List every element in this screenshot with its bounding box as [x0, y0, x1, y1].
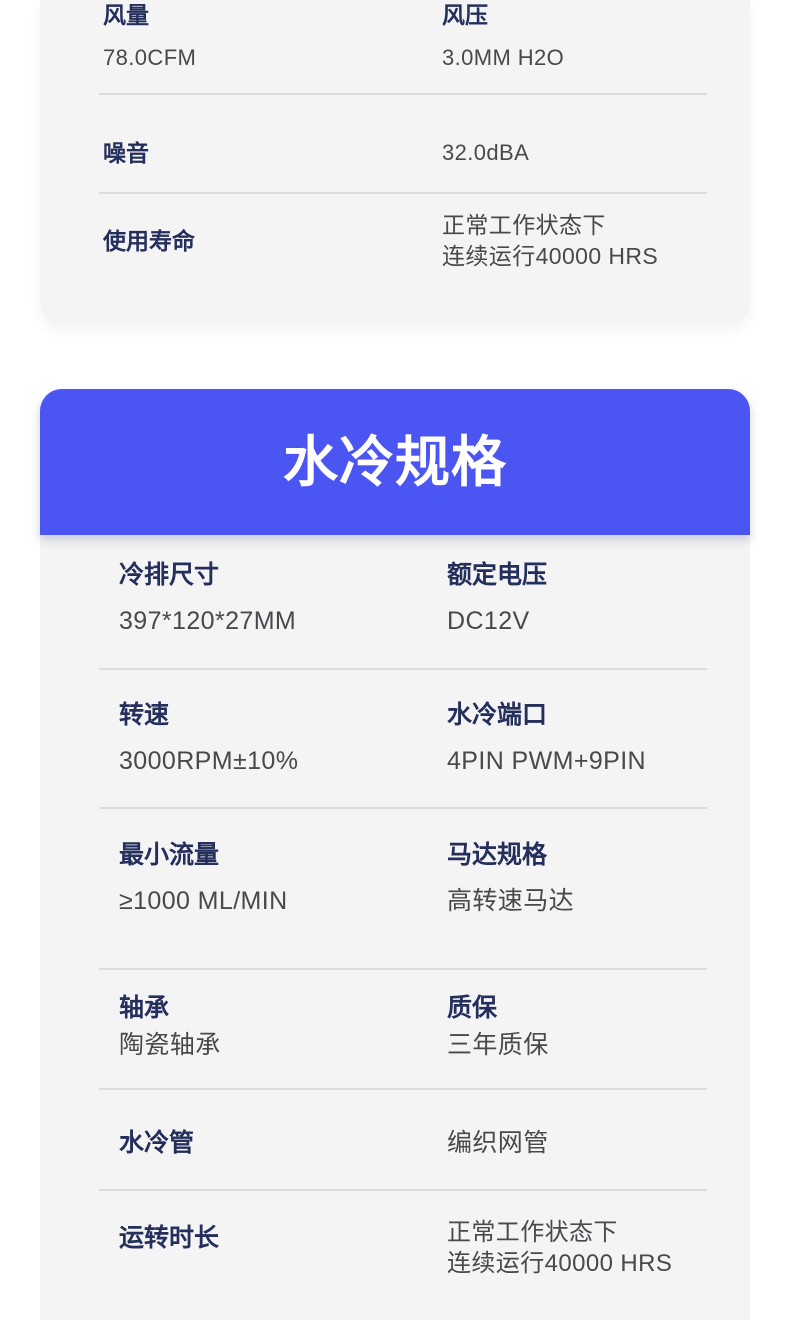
row-divider [99, 1189, 707, 1191]
pressure-label: 风压 [442, 2, 488, 28]
noise-label: 噪音 [103, 140, 149, 166]
row-noise: 噪音 32.0dBA [40, 95, 750, 192]
warranty-value: 三年质保 [447, 1031, 549, 1059]
pressure-cell: 风压 3.0MM H2O [442, 0, 750, 93]
runtime-value-line2: 连续运行40000 HRS [447, 1250, 673, 1277]
row-bearing-warranty: 轴承 陶瓷轴承 质保 三年质保 [40, 970, 750, 1088]
row-runtime: 运转时长 正常工作状态下 连续运行40000 HRS [40, 1191, 750, 1320]
warranty-cell: 质保 三年质保 [447, 992, 750, 1088]
tube-label: 水冷管 [119, 1129, 195, 1157]
radiator-size-label: 冷排尺寸 [119, 561, 220, 589]
fan-speed-cell: 转速 3000RPM±10% [119, 699, 447, 807]
row-speed-port: 转速 3000RPM±10% 水冷端口 4PIN PWM+9PIN [40, 670, 750, 807]
radiator-size-cell: 冷排尺寸 397*120*27MM [119, 559, 447, 668]
bearing-cell: 轴承 陶瓷轴承 [119, 992, 447, 1088]
runtime-label: 运转时长 [119, 1224, 220, 1252]
cooling-specs-table: 冷排尺寸 397*120*27MM 额定电压 DC12V 转速 3000RPM±… [40, 535, 750, 1320]
row-divider [99, 668, 707, 670]
airflow-value: 78.0CFM [103, 45, 197, 70]
cooling-port-label: 水冷端口 [447, 701, 548, 729]
airflow-label: 风量 [103, 2, 149, 28]
row-radiator-voltage: 冷排尺寸 397*120*27MM 额定电压 DC12V [40, 535, 750, 668]
bearing-label: 轴承 [119, 994, 170, 1022]
fan-specs-card: 风量 78.0CFM 风压 3.0MM H2O 噪音 32.0dBA 使用寿命 … [40, 0, 750, 325]
product-spec-page: 风量 78.0CFM 风压 3.0MM H2O 噪音 32.0dBA 使用寿命 … [40, 0, 750, 1320]
cooling-section-title: 水冷规格 [282, 430, 507, 493]
lifespan-value-line2: 连续运行40000 HRS [442, 243, 659, 269]
rated-voltage-value: DC12V [447, 607, 530, 635]
runtime-value: 正常工作状态下 连续运行40000 HRS [447, 1191, 750, 1320]
radiator-size-value: 397*120*27MM [119, 607, 297, 635]
pressure-value: 3.0MM H2O [442, 45, 565, 70]
runtime-value-line1: 正常工作状态下 [447, 1219, 618, 1246]
cooling-specs-card: 水冷规格 冷排尺寸 397*120*27MM 额定电压 DC12V 转速 300… [40, 389, 750, 1320]
motor-spec-cell: 马达规格 高转速马达 [447, 839, 750, 968]
tube-value: 编织网管 [447, 1129, 549, 1157]
airflow-cell: 风量 78.0CFM [103, 0, 442, 93]
fan-speed-value: 3000RPM±10% [119, 747, 299, 775]
noise-value: 32.0dBA [442, 140, 530, 165]
min-flow-cell: 最小流量 ≥1000 ML/MIN [119, 839, 447, 968]
lifespan-label: 使用寿命 [103, 228, 195, 254]
warranty-label: 质保 [447, 994, 498, 1022]
row-lifespan: 使用寿命 正常工作状态下 连续运行40000 HRS [40, 194, 750, 325]
row-flow-motor: 最小流量 ≥1000 ML/MIN 马达规格 高转速马达 [40, 809, 750, 968]
cooling-section-header: 水冷规格 [40, 389, 750, 535]
lifespan-value: 正常工作状态下 连续运行40000 HRS [442, 194, 750, 325]
row-tube: 水冷管 编织网管 [40, 1090, 750, 1189]
bearing-value: 陶瓷轴承 [119, 1031, 221, 1059]
cooling-port-value: 4PIN PWM+9PIN [447, 747, 646, 775]
row-divider [99, 807, 707, 809]
cooling-port-cell: 水冷端口 4PIN PWM+9PIN [447, 699, 750, 807]
min-flow-label: 最小流量 [119, 841, 220, 869]
row-divider [99, 192, 707, 194]
row-divider [99, 1088, 707, 1090]
row-divider [99, 968, 707, 970]
lifespan-value-line1: 正常工作状态下 [442, 212, 606, 238]
rated-voltage-label: 额定电压 [447, 561, 548, 589]
motor-spec-label: 马达规格 [447, 841, 548, 869]
motor-spec-value: 高转速马达 [447, 887, 575, 915]
fan-speed-label: 转速 [119, 701, 170, 729]
rated-voltage-cell: 额定电压 DC12V [447, 559, 750, 668]
row-airflow-pressure: 风量 78.0CFM 风压 3.0MM H2O [40, 0, 750, 93]
row-divider [99, 93, 707, 95]
min-flow-value: ≥1000 ML/MIN [119, 887, 288, 915]
